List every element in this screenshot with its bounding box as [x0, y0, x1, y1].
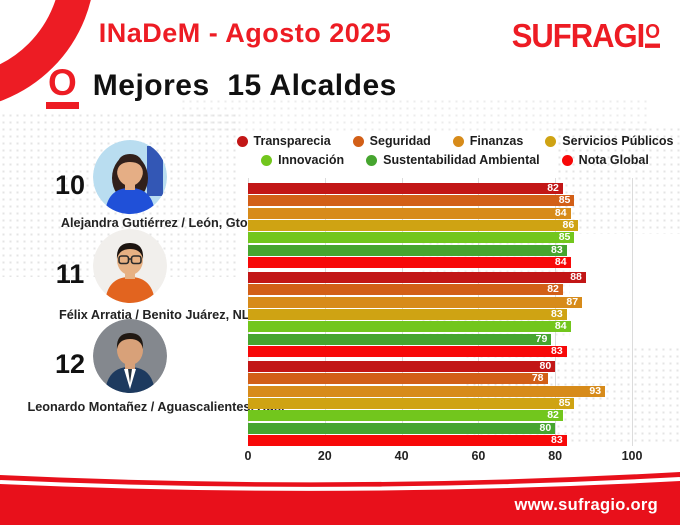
- score-bar: 83: [248, 344, 567, 357]
- score-bar: 80: [248, 360, 556, 372]
- mayor-photo: [93, 319, 167, 393]
- score-value-label: 82: [547, 182, 559, 194]
- mayor-name: Leonardo Montañez / Aguascalientes, Ags.: [27, 400, 285, 414]
- page-title-row: O Mejores 15 Alcaldes: [46, 64, 397, 109]
- legend-label: Servicios Públicos: [562, 134, 674, 148]
- legend-item: Innovación: [261, 153, 344, 167]
- legend-item: Seguridad: [352, 134, 431, 148]
- score-bar: 87: [248, 295, 583, 308]
- x-axis-tick-label: 0: [244, 449, 252, 463]
- chart-legend: Transparecia Seguridad Finanzas Servicios P…: [232, 134, 678, 167]
- score-bar: 93: [248, 384, 606, 397]
- score-value-label: 83: [551, 433, 563, 446]
- logo-text: SUFRAGI: [511, 16, 645, 55]
- mayor-photo: [93, 229, 167, 303]
- report-title: INaDeM - Agosto 2025: [98, 18, 392, 48]
- legend-item: Transparecia: [236, 134, 331, 148]
- legend-item: Nota Global: [561, 153, 649, 167]
- x-axis-tick-label: 100: [621, 449, 643, 463]
- avatar-illustration: [93, 319, 167, 393]
- legend-dot-icon: [561, 154, 573, 166]
- legend-label: Finanzas: [469, 134, 524, 148]
- mayor-photo: [93, 140, 167, 214]
- legend-label: Innovación: [278, 153, 345, 167]
- score-value-label: 84: [554, 255, 567, 268]
- x-axis-tick-label: 40: [394, 449, 409, 463]
- score-value-label: 85: [558, 194, 571, 207]
- logo-ordinal-o: O: [645, 20, 660, 48]
- score-bar: 82: [248, 283, 563, 296]
- footer-white-stripe: [0, 477, 680, 491]
- score-value-label: 88: [570, 271, 582, 283]
- legend-item: Sustentabilidad Ambiental: [366, 153, 540, 167]
- score-bar: 83: [248, 433, 567, 446]
- x-axis-tick-label: 20: [317, 449, 332, 463]
- page-title: Mejores 15 Alcaldes: [92, 69, 397, 102]
- x-axis-tick-label: 60: [471, 449, 486, 463]
- footer-swoosh: [0, 472, 680, 525]
- avatar-illustration: [93, 140, 167, 214]
- score-bar: 82: [248, 409, 563, 422]
- score-bar: 86: [248, 218, 579, 231]
- rank-number: 10: [54, 170, 86, 200]
- score-bar: 85: [248, 231, 575, 244]
- legend-item: Finanzas: [452, 134, 524, 148]
- score-value-label: 83: [551, 344, 563, 357]
- score-value-label: 78: [531, 372, 544, 385]
- score-value-label: 85: [558, 231, 571, 244]
- rank-number: 11: [55, 259, 85, 289]
- legend-dot-icon: [366, 154, 378, 166]
- legend-dot-icon: [236, 135, 248, 147]
- legend-dot-icon: [545, 135, 557, 147]
- score-bar: 83: [248, 243, 567, 256]
- score-value-label: 80: [539, 421, 552, 434]
- legend-row-1: Transparecia Seguridad Finanzas Servicios P…: [232, 134, 678, 148]
- gridline: [632, 178, 633, 446]
- score-bar: 80: [248, 421, 556, 434]
- score-value-label: 87: [566, 295, 579, 308]
- x-axis-tick-label: 80: [548, 449, 563, 463]
- legend-label: Sustentabilidad Ambiental: [383, 153, 540, 167]
- score-bar: 88: [248, 272, 586, 283]
- underlined-o-icon: O: [46, 64, 79, 109]
- rank-number: 12: [54, 349, 86, 379]
- score-bar: 82: [248, 183, 563, 194]
- score-value-label: 84: [554, 320, 567, 333]
- legend-label: Transparecia: [253, 134, 331, 148]
- score-bar: 85: [248, 396, 575, 409]
- legend-dot-icon: [452, 135, 464, 147]
- sufragio-logo: SUFRAGIO: [512, 17, 660, 56]
- legend-row-2: Innovación Sustentabilidad Ambiental Nota …: [232, 153, 678, 167]
- score-bar: 84: [248, 320, 571, 333]
- score-value-label: 79: [535, 332, 548, 345]
- score-value-label: 82: [547, 409, 559, 422]
- score-value-label: 82: [547, 283, 559, 296]
- score-value-label: 93: [589, 384, 602, 397]
- legend-label: Seguridad: [369, 134, 431, 148]
- legend-label: Nota Global: [578, 153, 649, 167]
- avatar-illustration: [93, 229, 167, 303]
- score-value-label: 83: [551, 243, 563, 256]
- score-value-label: 83: [551, 307, 563, 320]
- score-bar: 78: [248, 372, 548, 385]
- mayor-name: Alejandra Gutiérrez / León, Gto.: [60, 216, 252, 230]
- score-bar: 84: [248, 206, 571, 219]
- score-bar: 85: [248, 194, 575, 207]
- legend-dot-icon: [352, 135, 364, 147]
- legend-dot-icon: [261, 154, 273, 166]
- mayor-name: Félix Arratia / Benito Juárez, NL.: [58, 308, 254, 322]
- footer-url: www.sufragio.org: [514, 496, 658, 514]
- score-bar: 79: [248, 332, 552, 345]
- score-bar: 83: [248, 307, 567, 320]
- legend-item: Servicios Públicos: [545, 134, 673, 148]
- score-value-label: 86: [562, 218, 575, 231]
- score-value-label: 84: [554, 206, 567, 219]
- score-value-label: 85: [558, 396, 571, 409]
- score-value-label: 80: [539, 360, 552, 372]
- score-bar: 84: [248, 255, 571, 268]
